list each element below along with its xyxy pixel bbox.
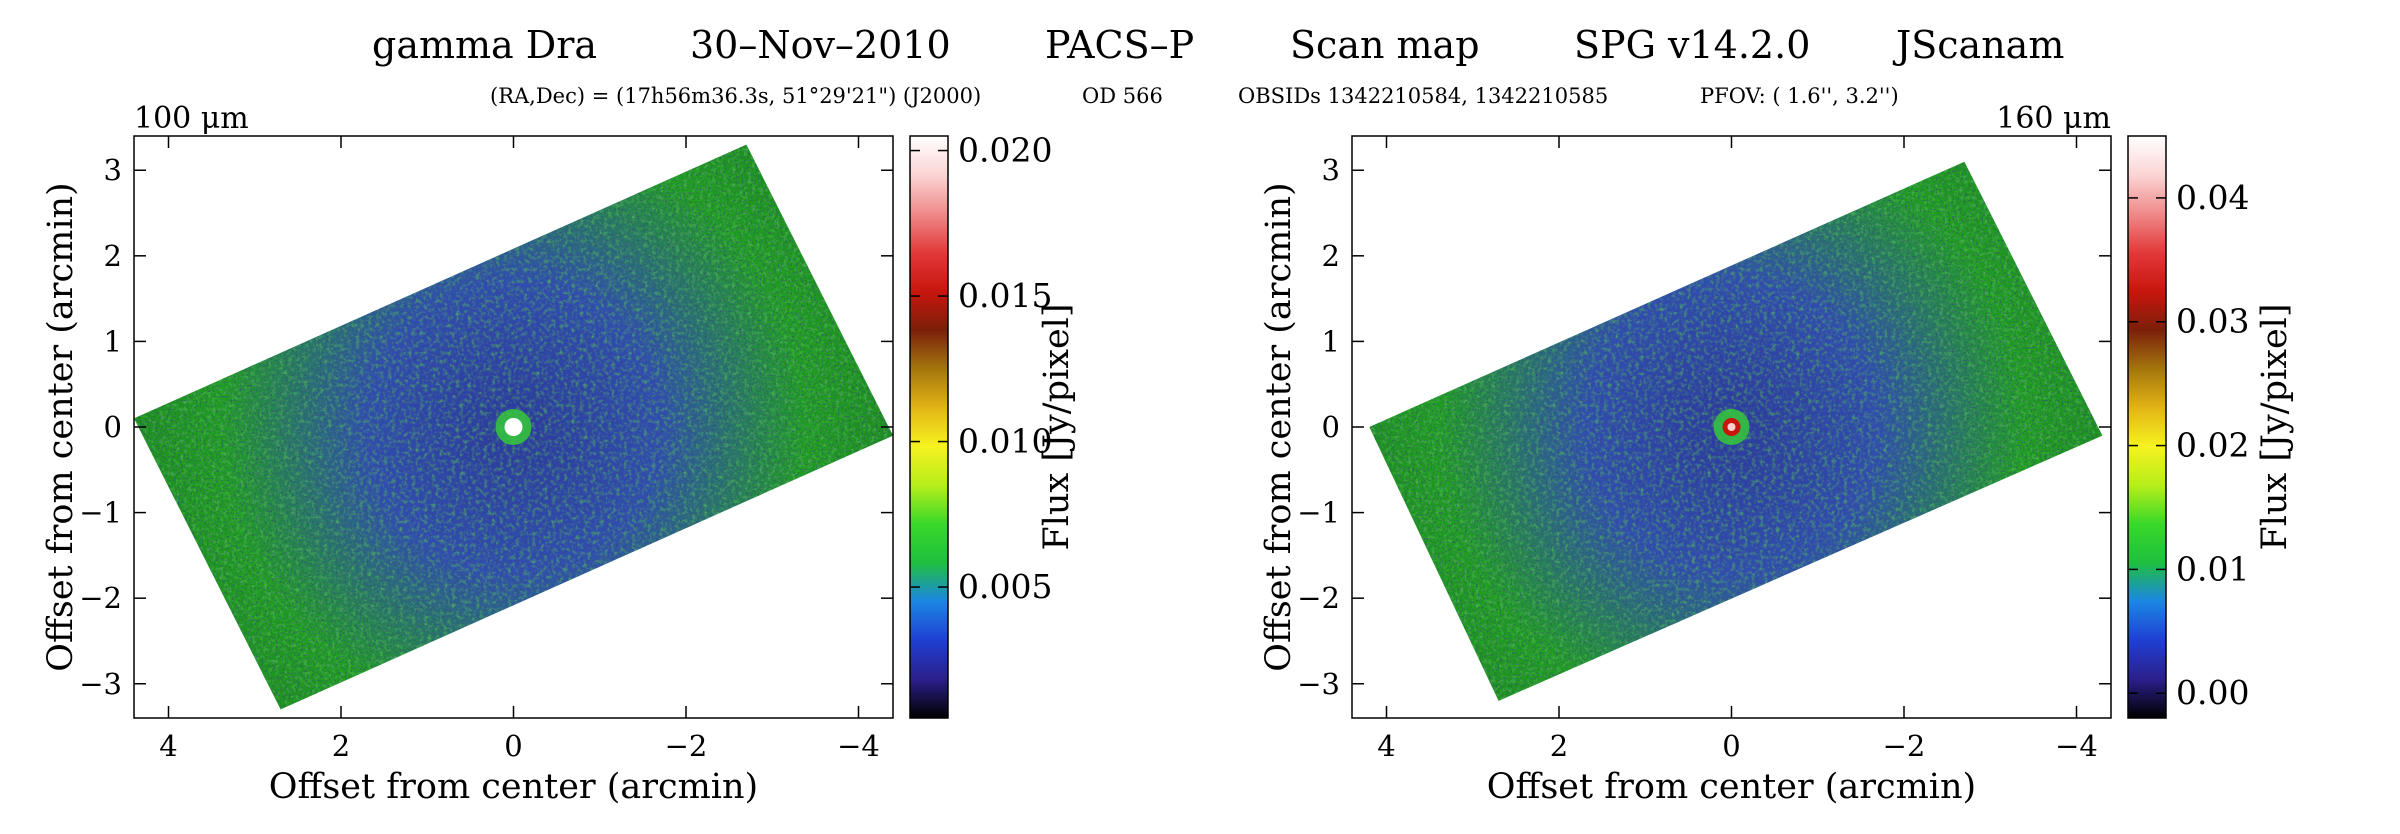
left-ytick-label: 1	[104, 324, 122, 358]
right-colorbar-tick-label: 0.02	[2176, 426, 2249, 465]
right-xtick-label: 2	[1550, 729, 1568, 763]
right-ytick-label: −1	[1297, 496, 1340, 530]
left-ytick-label: −3	[79, 667, 122, 701]
header-obsids: OBSIDs 1342210584, 1342210585	[1238, 84, 1609, 108]
right-ytick-label: −3	[1297, 667, 1340, 701]
left-colorbar-tick-label: 0.010	[958, 422, 1052, 461]
left-x-axis-label: Offset from center (arcmin)	[269, 767, 758, 807]
right-ytick-label: −2	[1297, 581, 1340, 615]
right-colorbar-tick-label: 0.01	[2176, 549, 2249, 588]
right-xtick-label: −2	[1883, 729, 1926, 763]
left-xtick-label: 2	[332, 729, 350, 763]
left-xtick-label: 0	[504, 729, 522, 763]
right-ytick-label: 1	[1322, 324, 1340, 358]
right-xtick-label: 4	[1377, 729, 1395, 763]
left-colorbar-tick-label: 0.005	[958, 567, 1052, 606]
left-map-image	[134, 144, 893, 710]
right-x-axis-label: Offset from center (arcmin)	[1487, 767, 1976, 807]
header-date: 30–Nov–2010	[690, 23, 951, 67]
left-band-label: 100 μm	[134, 101, 249, 136]
right-colorbar-tick-label: 0.00	[2176, 673, 2249, 712]
left-ytick-label: 0	[104, 410, 122, 444]
right-map-image	[1369, 161, 2103, 701]
header-od: OD 566	[1082, 84, 1163, 108]
right-xtick-label: 0	[1722, 729, 1740, 763]
header-mode: Scan map	[1290, 23, 1480, 67]
right-colorbar-tick-label: 0.04	[2176, 178, 2249, 217]
left-colorbar	[910, 136, 948, 718]
left-ytick-label: −1	[79, 496, 122, 530]
left-source-marker	[504, 418, 523, 436]
header-target: gamma Dra	[372, 23, 598, 67]
right-band-label: 160 μm	[1996, 101, 2111, 136]
left-xtick-label: 4	[159, 729, 177, 763]
left-ytick-label: 3	[104, 153, 122, 187]
right-colorbar	[2128, 136, 2166, 718]
left-y-axis-label: Offset from center (arcmin)	[41, 182, 81, 671]
left-colorbar-tick-label: 0.020	[958, 131, 1052, 170]
header-pipeline: SPG v14.2.0	[1574, 23, 1811, 67]
right-ytick-label: 2	[1322, 239, 1340, 273]
header-pfov: PFOV: ( 1.6'', 3.2'')	[1700, 84, 1899, 108]
header-mapper: JScanam	[1896, 23, 2065, 67]
header-coords: (RA,Dec) = (17h56m36.3s, 51°29'21") (J20…	[490, 84, 982, 108]
right-colorbar-label: Flux [Jy/pixel]	[2255, 303, 2295, 550]
left-colorbar-label: Flux [Jy/pixel]	[1037, 303, 1077, 550]
right-y-axis-label: Offset from center (arcmin)	[1259, 182, 1299, 671]
left-ytick-label: −2	[79, 581, 122, 615]
right-ytick-label: 3	[1322, 153, 1340, 187]
right-xtick-label: −4	[2055, 729, 2098, 763]
right-ytick-label: 0	[1322, 410, 1340, 444]
left-xtick-label: −4	[837, 729, 880, 763]
left-xtick-label: −2	[665, 729, 708, 763]
left-ytick-label: 2	[104, 239, 122, 273]
right-colorbar-tick-label: 0.03	[2176, 302, 2249, 341]
header-instrument: PACS–P	[1045, 23, 1195, 67]
left-colorbar-tick-label: 0.015	[958, 276, 1052, 315]
